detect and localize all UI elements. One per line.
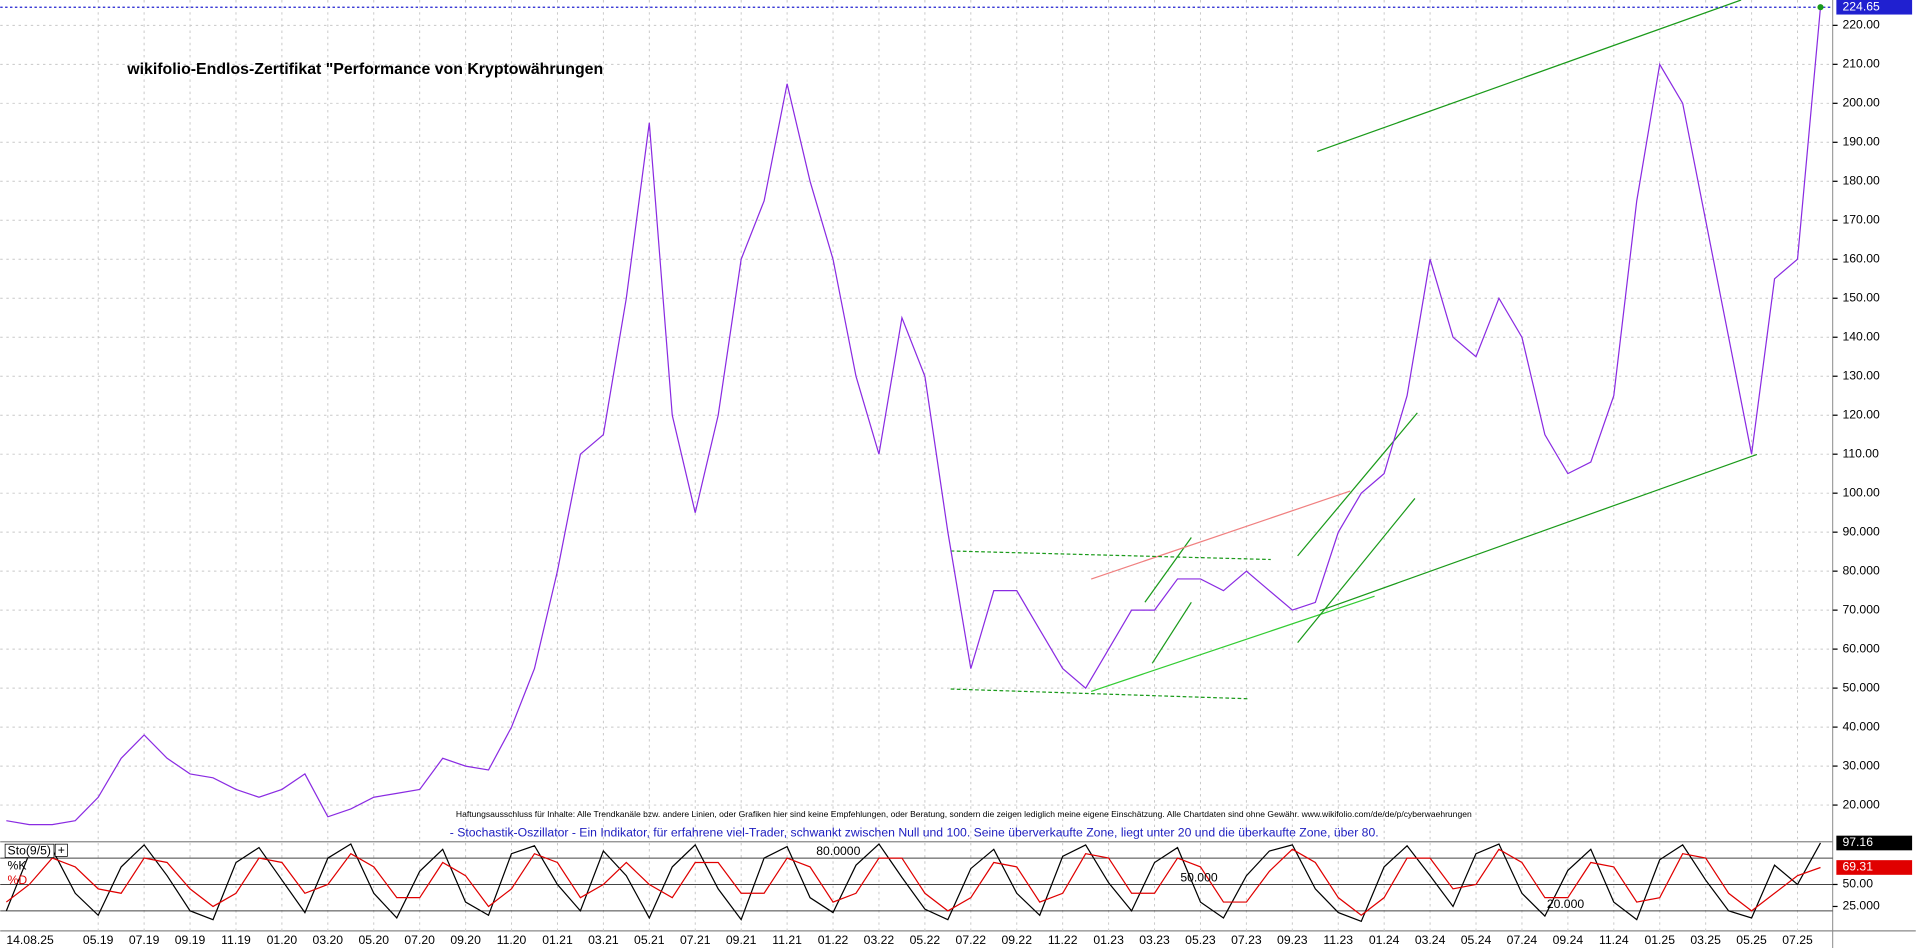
x-tick-label: 11.21 — [772, 933, 802, 947]
value-label-box — [1836, 860, 1913, 875]
x-tick-label: 05.21 — [634, 933, 665, 947]
y-tick-label: 20.000 — [1842, 797, 1880, 811]
y-tick-label: 40.000 — [1842, 719, 1880, 733]
y-tick-label: 25.000 — [1842, 899, 1880, 913]
y-tick-label: 30.000 — [1842, 758, 1880, 772]
level-label: 50.000 — [1180, 871, 1218, 885]
x-tick-label: 09.19 — [175, 933, 206, 947]
y-tick-label: 50.00 — [1842, 877, 1873, 891]
level-label: 80.0000 — [816, 844, 860, 858]
x-tick-label: 03.20 — [313, 933, 344, 947]
y-tick-label: 170.00 — [1842, 212, 1880, 226]
y-tick-label: 130.00 — [1842, 368, 1880, 382]
legend-entry: %K — [8, 858, 27, 872]
x-tick-label: 03.25 — [1690, 933, 1721, 947]
x-tick-label: 09.23 — [1277, 933, 1308, 947]
x-tick-label: 07.19 — [129, 933, 160, 947]
y-tick-label: 100.00 — [1842, 485, 1880, 499]
trend-lines — [950, 0, 1758, 700]
legend-entry: %D — [8, 873, 28, 887]
expand-icon[interactable]: + — [58, 843, 65, 857]
x-tick-label: 09.21 — [726, 933, 757, 947]
series-line — [5, 842, 1822, 923]
x-tick-label: 05.22 — [910, 933, 941, 947]
x-tick-label: 09.24 — [1553, 933, 1584, 947]
x-tick-label: 11.20 — [497, 933, 527, 947]
y-tick-label: 90.000 — [1842, 524, 1880, 538]
x-tick-label: 07.25 — [1782, 933, 1813, 947]
x-tick-label: 07.24 — [1507, 933, 1538, 947]
trend-line — [1090, 595, 1375, 693]
y-tick-label: 70.000 — [1842, 602, 1880, 616]
plot — [5, 7, 1822, 923]
x-tick-label: 01.21 — [542, 933, 573, 947]
x-tick-label: 01.25 — [1644, 933, 1675, 947]
x-tick-label: 07.21 — [680, 933, 711, 947]
y-tick-label: 80.000 — [1842, 563, 1880, 577]
trend-line — [1297, 412, 1418, 557]
y-tick-label: 200.00 — [1842, 96, 1880, 110]
current-date: 14.08.25 — [6, 933, 54, 947]
x-tick-label: 05.24 — [1461, 933, 1492, 947]
indicator-box — [4, 843, 55, 858]
value-label-box — [1836, 0, 1913, 15]
x-tick-label: 01.20 — [267, 933, 298, 947]
y-tick-label: 60.000 — [1842, 641, 1880, 655]
x-tick-label: 07.22 — [956, 933, 987, 947]
x-tick-label: 05.23 — [1185, 933, 1216, 947]
x-tick-label: 03.22 — [864, 933, 895, 947]
chart-title: wikifolio-Endlos-Zertifikat "Performance… — [126, 61, 603, 78]
y-tick-label: 140.00 — [1842, 329, 1880, 343]
x-tick-label: 01.24 — [1369, 933, 1400, 947]
series-line — [6, 7, 1822, 826]
trend-line — [950, 688, 1249, 700]
x-tick-label: 11.24 — [1599, 933, 1629, 947]
y-tick-label: 160.00 — [1842, 251, 1880, 265]
indicator-title: Sto(9/5) — [8, 844, 51, 858]
value-label: 69.31 — [1842, 860, 1873, 874]
y-tick-label: 210.00 — [1842, 57, 1880, 71]
x-tick-label: 05.25 — [1736, 933, 1767, 947]
x-tick-label: 11.19 — [221, 933, 251, 947]
trend-line — [1090, 490, 1351, 580]
disclaimer: Haftungsausschluss für Inhalte: Alle Tre… — [456, 809, 1472, 819]
trend-line — [1144, 537, 1192, 603]
x-tick-label: 03.24 — [1415, 933, 1446, 947]
y-tick-label: 120.00 — [1842, 407, 1880, 421]
trend-line — [1316, 0, 1742, 153]
x-tick-label: 11.22 — [1048, 933, 1078, 947]
series-line — [5, 848, 1821, 917]
x-tick-label: 05.19 — [83, 933, 114, 947]
x-tick-label: 03.23 — [1139, 933, 1170, 947]
expand-button[interactable] — [54, 843, 68, 857]
trend-line — [950, 550, 1271, 561]
y-tick-label: 190.00 — [1842, 135, 1880, 149]
x-tick-label: 01.22 — [818, 933, 849, 947]
y-tick-label: 180.00 — [1842, 174, 1880, 188]
last-value-dot — [1817, 4, 1824, 11]
x-tick-label: 11.23 — [1323, 933, 1353, 947]
indicator-description: - Stochastik-Oszillator - Ein Indikator,… — [450, 825, 1379, 839]
y-tick-label: 50.000 — [1842, 680, 1880, 694]
y-tick-label: 150.00 — [1842, 290, 1880, 304]
x-tick-label: 09.20 — [450, 933, 481, 947]
x-tick-label: 05.20 — [358, 933, 389, 947]
trend-line — [1319, 453, 1758, 612]
x-tick-label: 07.20 — [404, 933, 435, 947]
level-label: 20.000 — [1547, 897, 1585, 911]
value-label: 97.16 — [1842, 835, 1873, 849]
value-label-box — [1836, 835, 1913, 851]
x-tick-label: 01.23 — [1093, 933, 1124, 947]
trend-line — [1297, 498, 1416, 643]
x-tick-label: 03.21 — [588, 933, 619, 947]
value-label: 224.65 — [1842, 0, 1880, 13]
x-tick-label: 07.23 — [1231, 933, 1262, 947]
y-tick-label: 220.00 — [1842, 18, 1880, 32]
trend-line — [1151, 601, 1192, 664]
y-tick-label: 110.00 — [1842, 446, 1879, 460]
x-tick-label: 09.22 — [1001, 933, 1032, 947]
